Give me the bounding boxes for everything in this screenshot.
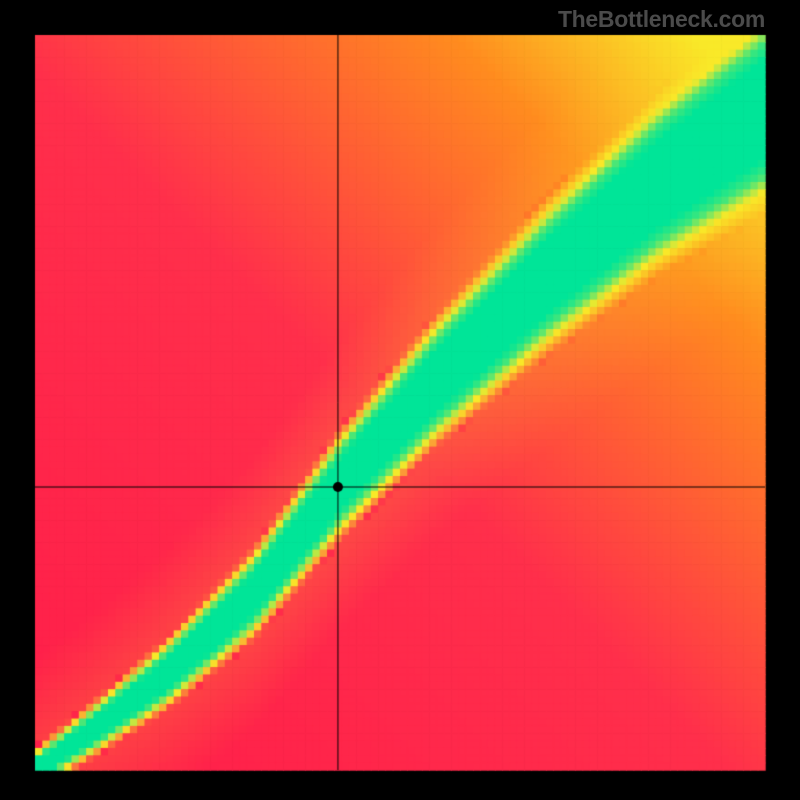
watermark-text: TheBottleneck.com (558, 6, 765, 33)
bottleneck-heatmap (0, 0, 800, 800)
chart-container: TheBottleneck.com (0, 0, 800, 800)
